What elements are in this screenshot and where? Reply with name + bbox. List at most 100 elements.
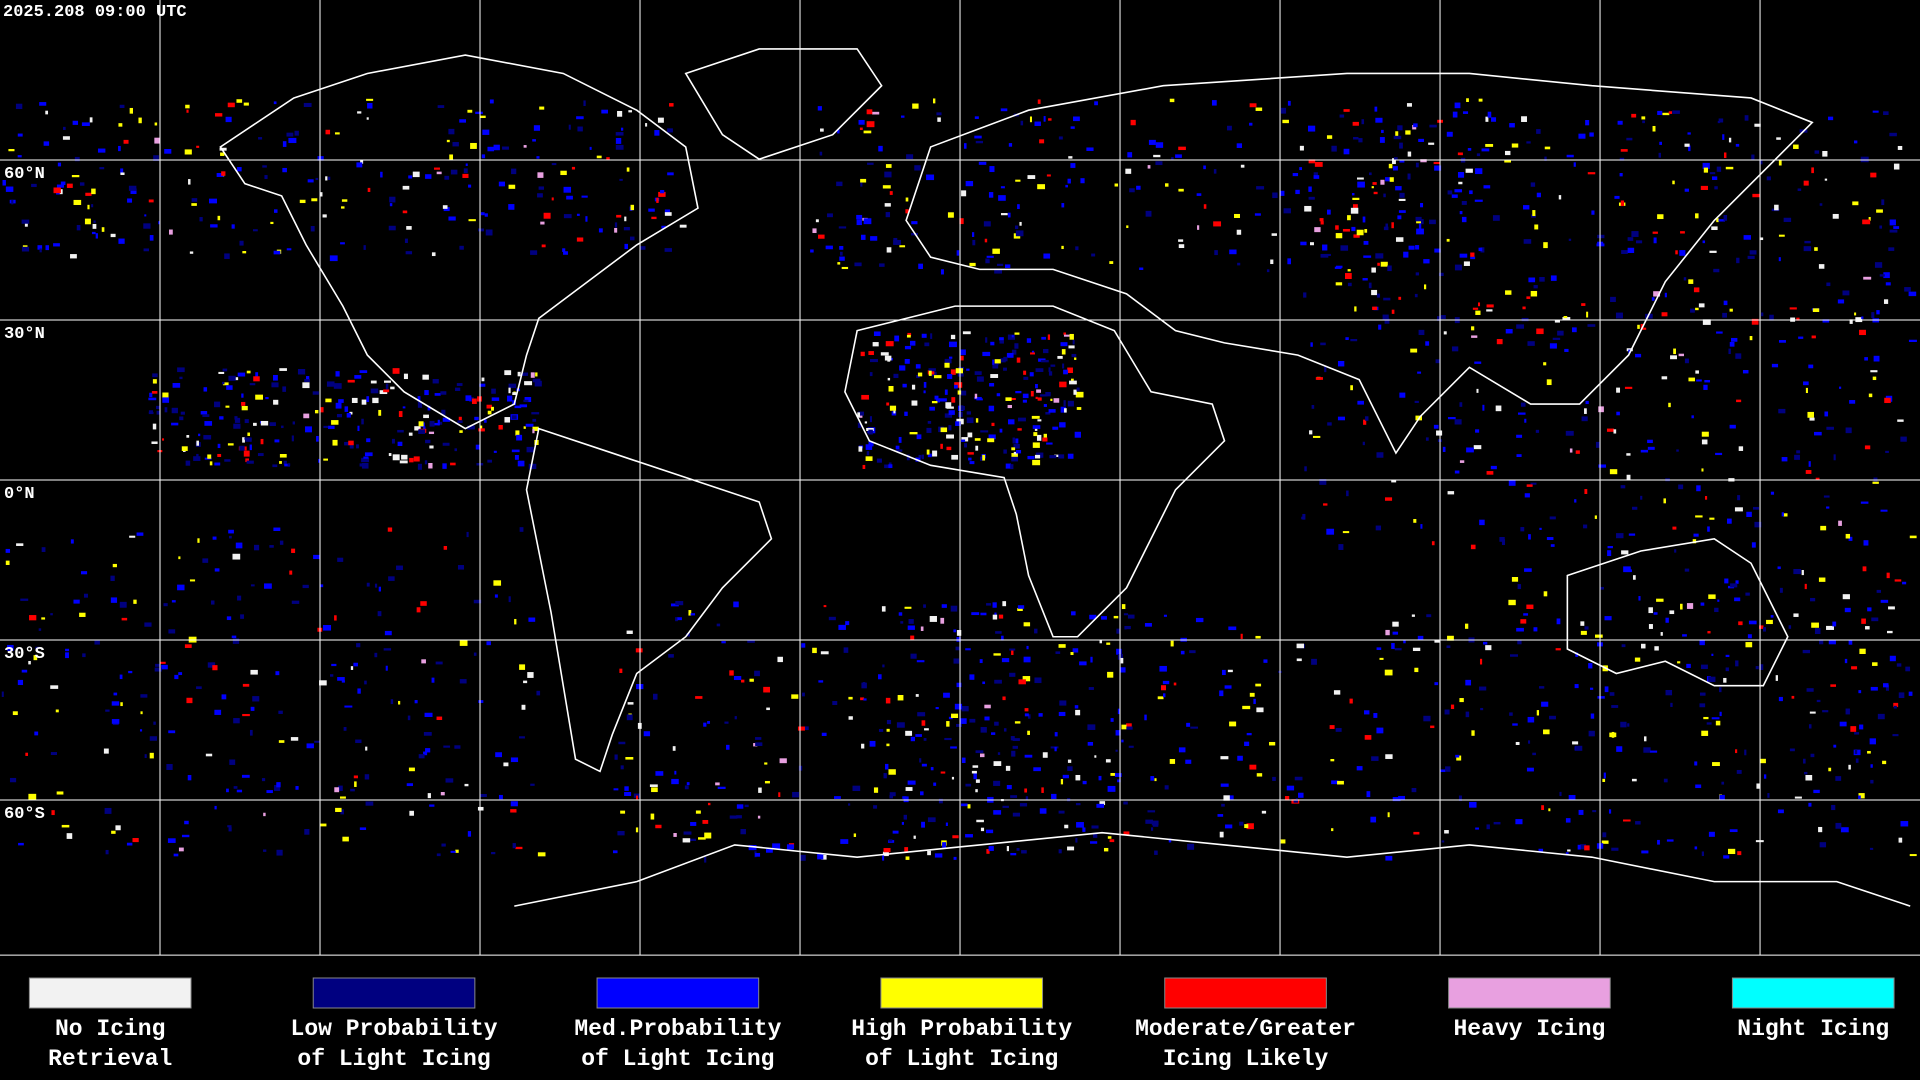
icing-pixel [1508,480,1516,486]
icing-pixel [1715,720,1721,726]
icing-pixel [1571,327,1577,333]
icing-pixel [1376,647,1382,651]
icing-pixel [432,379,439,384]
icing-pixel [1742,370,1749,374]
icing-pixel [273,374,278,381]
icing-pixel [1027,175,1036,179]
icing-pixel [514,455,519,460]
icing-pixel [892,830,899,834]
icing-pixel [1073,116,1080,122]
icing-pixel [1088,687,1094,690]
icing-pixel [349,411,353,415]
icing-pixel [353,775,358,779]
icing-pixel [1887,630,1893,634]
icing-pixel [1255,107,1263,111]
icing-pixel [164,149,172,154]
icing-pixel [387,527,393,532]
icing-pixel [627,702,634,705]
icing-pixel [948,341,957,348]
icing-pixel [91,188,96,195]
icing-pixel [1575,745,1583,751]
icing-pixel [1414,400,1419,403]
icing-pixel [388,576,395,581]
icing-pixel [421,659,426,664]
icing-pixel [695,696,703,699]
icing-pixel [148,411,154,415]
icing-pixel [273,527,281,531]
icing-pixel [1528,740,1531,744]
icing-pixel [514,618,517,625]
icing-pixel [904,345,912,350]
icing-pixel [1020,120,1024,126]
icing-pixel [161,664,168,670]
icing-pixel [882,855,885,861]
icing-pixel [729,670,734,676]
icing-pixel [1009,648,1016,651]
icing-pixel [1236,229,1242,235]
icing-pixel [1869,847,1874,850]
icing-pixel [1647,446,1655,450]
icing-pixel [1004,264,1011,268]
icing-pixel [860,351,865,357]
icing-pixel [1690,308,1695,313]
icing-pixel [1039,139,1045,144]
icing-pixel [1169,98,1175,103]
icing-pixel [1420,524,1423,529]
icing-pixel [1067,453,1074,459]
icing-pixel [1588,730,1595,737]
icing-pixel [199,217,203,222]
icing-pixel [89,117,93,123]
icing-pixel [1005,397,1012,401]
icing-pixel [1032,425,1041,429]
icing-pixel [615,137,622,144]
icing-pixel [281,425,284,429]
icing-pixel [1759,237,1764,241]
icing-pixel [1428,142,1435,145]
icing-pixel [1310,342,1313,347]
icing-pixel [817,853,824,860]
icing-pixel [1523,205,1530,210]
icing-pixel [1611,847,1619,851]
icing-pixel [1037,99,1041,104]
icing-pixel [1163,614,1167,617]
icing-pixel [1749,336,1753,341]
icing-pixel [159,661,166,664]
icing-pixel [617,830,625,836]
icing-pixel [910,635,915,640]
icing-pixel [177,584,185,591]
icing-pixel [120,172,125,175]
icing-pixel [1026,645,1029,650]
icing-pixel [1005,765,1011,771]
icing-pixel [1446,131,1453,137]
icing-pixel [510,809,517,813]
icing-pixel [1022,676,1031,682]
icing-pixel [948,716,953,720]
icing-pixel [1331,828,1334,832]
icing-pixel [1031,350,1035,354]
icing-pixel [385,665,388,671]
icing-pixel [1747,255,1755,259]
icing-pixel [1620,485,1626,489]
icing-pixel [1037,184,1046,190]
icing-pixel [961,190,967,197]
icing-pixel [1116,648,1122,655]
icing-pixel [1070,163,1076,168]
icing-pixel [341,680,345,683]
icing-pixel [153,721,156,725]
icing-pixel [848,716,853,720]
icing-pixel [948,410,955,415]
icing-pixel [1896,663,1902,667]
icing-pixel [859,127,863,131]
icing-pixel [1091,825,1099,829]
icing-pixel [926,174,935,181]
icing-pixel [883,773,887,779]
icing-pixel [271,382,279,388]
icing-pixel [1587,324,1596,327]
icing-pixel [530,250,538,255]
icing-pixel [1136,185,1141,190]
icing-pixel [1699,703,1706,708]
icing-pixel [982,351,991,357]
icing-pixel [915,734,922,737]
icing-pixel [924,728,929,731]
icing-pixel [1641,327,1647,330]
